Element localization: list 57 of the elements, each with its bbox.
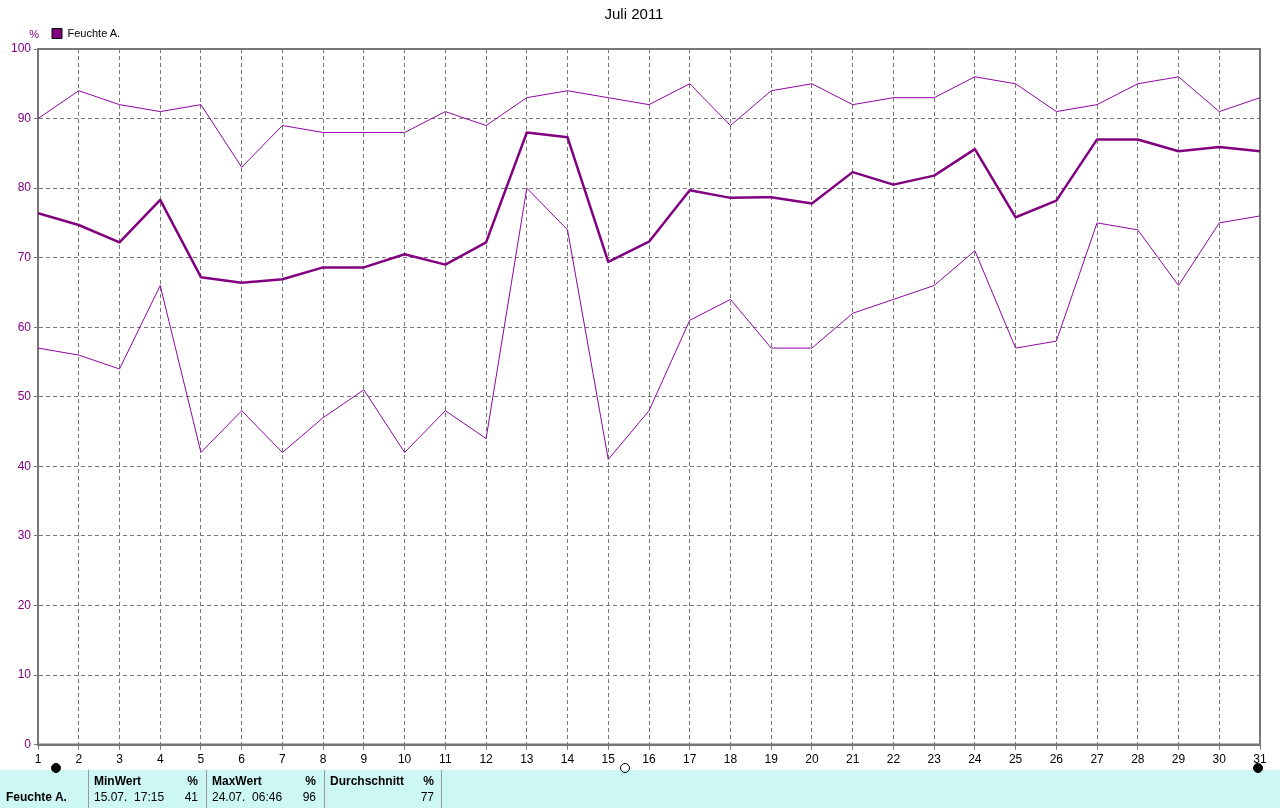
text: Feuchte A. [6,790,67,804]
y-tick-label: 20 [17,597,32,612]
x-tick-label: 3 [116,752,124,767]
x-tick-label: 20 [805,752,819,767]
x-tick-label: 13 [520,752,534,767]
y-tick-label: 50 [17,389,32,404]
x-tick-label: 6 [238,752,246,767]
y-tick-label: 90 [17,110,32,125]
x-tick-label: 22 [886,752,901,767]
x-tick-label: 9 [360,752,368,767]
y-axis-title: % [29,28,40,41]
x-tick-label: 5 [197,752,205,767]
x-tick-label: 24 [968,752,982,767]
text: MinWert [94,774,142,788]
x-tick-label: 27 [1090,752,1105,767]
x-tick-label: 12 [479,752,494,767]
x-tick-label: 19 [764,752,779,767]
text: % [187,774,198,788]
y-tick-label: 60 [17,319,32,334]
text: 41 [184,790,198,804]
x-tick-label: 7 [279,752,287,767]
x-tick-label: 30 [1212,752,1227,767]
x-tick-label: 8 [319,752,327,767]
text: 15.07. 17:15 [94,790,165,804]
x-tick-label: 11 [439,752,452,767]
x-tick-label: 15 [601,752,616,767]
y-tick-label: 100 [10,41,32,56]
text: MaxWert [212,774,262,788]
x-tick-label: 28 [1131,752,1145,767]
text: 96 [302,790,316,804]
x-tick-label: 23 [927,752,942,767]
x-tick-label: 1 [34,752,42,767]
x-tick-label: 2 [75,752,83,767]
text: Durchschnitt [330,774,405,788]
text: 24.07. 06:46 [212,790,283,804]
text: 77 [420,790,434,804]
text: % [423,774,434,788]
x-tick-label: 18 [723,752,738,767]
x-tick-label: 4 [156,752,164,767]
x-tick-label: 25 [1008,752,1023,767]
y-tick-label: 10 [17,667,32,682]
x-tick-label: 17 [683,752,697,767]
x-tick-label: 29 [1171,752,1186,767]
y-tick-label: 40 [17,458,32,473]
x-tick-label: 21 [845,752,860,767]
y-tick-label: 70 [17,249,32,264]
chart-title: Juli 2011 [604,5,664,23]
x-tick-label: 14 [560,752,575,767]
legend-label: Feuchte A. [67,26,121,39]
y-tick-label: 30 [17,528,32,543]
x-tick-label: 10 [397,752,412,767]
y-tick-label: 80 [17,180,32,195]
y-tick-label: 0 [24,736,32,751]
x-tick-label: 16 [642,752,656,767]
x-tick-label: 31 [1253,752,1267,767]
x-tick-label: 26 [1049,752,1064,767]
text: % [305,774,316,788]
